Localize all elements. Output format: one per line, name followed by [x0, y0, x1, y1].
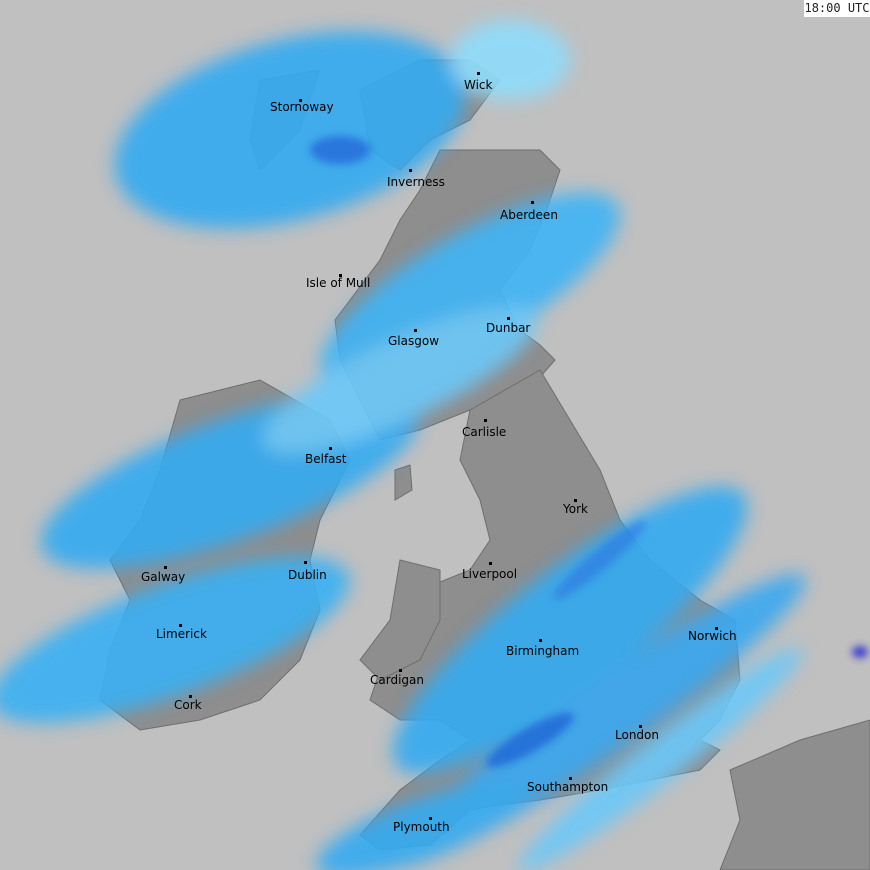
city-label: Glasgow	[388, 334, 439, 348]
land-europe	[719, 719, 870, 870]
city-label: Stornoway	[270, 100, 334, 114]
city-dot	[639, 725, 642, 728]
city-label: Carlisle	[462, 425, 506, 439]
city-dot	[539, 639, 542, 642]
city-dot	[574, 499, 577, 502]
city-label: Southampton	[527, 780, 608, 794]
city-dot	[179, 624, 182, 627]
city-dot	[339, 274, 342, 277]
rain-band	[263, 306, 537, 454]
city-label: Aberdeen	[500, 208, 558, 222]
city-label: Dunbar	[486, 321, 530, 335]
city-label: London	[615, 728, 659, 742]
city-dot	[304, 561, 307, 564]
city-label: Belfast	[305, 452, 347, 466]
city-dot	[414, 329, 417, 332]
land-isle-of-man	[394, 464, 413, 501]
rain-core	[852, 646, 868, 658]
city-dot	[484, 419, 487, 422]
timestamp-label: 18:00 UTC	[804, 0, 870, 17]
city-label: Birmingham	[506, 644, 579, 658]
rain-core	[553, 520, 647, 600]
rain-core	[486, 712, 574, 768]
city-label: Isle of Mull	[306, 276, 370, 290]
city-label: Limerick	[156, 627, 207, 641]
city-dot	[399, 669, 402, 672]
city-dot	[189, 695, 192, 698]
land-wales	[359, 559, 441, 681]
city-label: Inverness	[387, 175, 445, 189]
city-label: York	[562, 502, 588, 516]
city-label: Galway	[141, 570, 185, 584]
city-label: Liverpool	[462, 567, 517, 581]
rain-band	[114, 31, 466, 229]
city-dot	[489, 562, 492, 565]
rain-core	[310, 136, 370, 164]
city-label: Wick	[464, 78, 493, 92]
rain-band	[517, 647, 803, 870]
city-markers: Wick Stornoway Inverness Aberdeen Isle of Mu…	[141, 72, 737, 834]
city-label: Plymouth	[393, 820, 450, 834]
city-dot	[507, 317, 510, 320]
city-dot	[409, 169, 412, 172]
rain-band	[392, 486, 748, 774]
rain-band	[450, 20, 570, 100]
city-label: Dublin	[288, 568, 327, 582]
rain-band	[316, 782, 524, 870]
rain-band	[0, 556, 350, 724]
city-label: Cardigan	[370, 673, 424, 687]
city-label: Cork	[174, 698, 202, 712]
city-dot	[429, 817, 432, 820]
city-dot	[477, 72, 480, 75]
city-dot	[569, 777, 572, 780]
city-dot	[299, 99, 302, 102]
city-label: Norwich	[688, 629, 737, 643]
city-dot	[329, 447, 332, 450]
city-dot	[164, 566, 167, 569]
city-dot	[531, 201, 534, 204]
city-dot	[715, 627, 718, 630]
